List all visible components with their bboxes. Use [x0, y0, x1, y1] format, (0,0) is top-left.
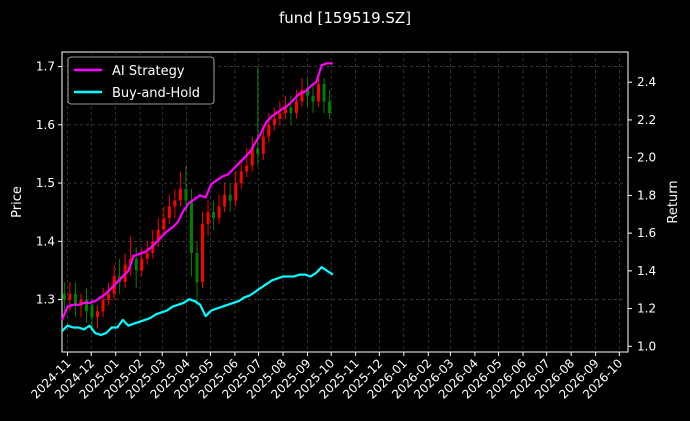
- candle-body: [289, 107, 293, 114]
- candle-body: [283, 107, 287, 114]
- y2-tick-label: 2.4: [637, 75, 656, 89]
- candle-body: [228, 194, 232, 201]
- candle-body: [206, 212, 210, 224]
- series-line-buy-and-hold: [61, 266, 334, 337]
- y-tick-label: 1.6: [36, 118, 55, 132]
- candle-body: [107, 293, 111, 300]
- candle-body: [178, 188, 182, 201]
- y-axis-title: Price: [10, 186, 25, 218]
- candle-body: [101, 299, 105, 312]
- y2-tick-label: 1.2: [637, 302, 656, 316]
- candle-body: [134, 258, 138, 271]
- series-lines: [60, 62, 334, 337]
- candle-body: [189, 200, 193, 253]
- y2-tick-label: 1.4: [637, 264, 656, 278]
- y2-tick-label: 2.0: [637, 151, 656, 165]
- candle-body: [223, 194, 227, 207]
- candle-body: [250, 148, 254, 166]
- candle-body: [306, 89, 310, 96]
- candle-body: [90, 305, 94, 318]
- y-tick-label: 1.7: [36, 60, 55, 74]
- y-tick-label: 1.3: [36, 293, 55, 307]
- candle-body: [256, 148, 260, 154]
- y2-tick-label: 2.2: [637, 113, 656, 127]
- candle-body: [300, 89, 304, 102]
- legend-label-buy-and-hold: Buy-and-Hold: [112, 86, 200, 101]
- candle-body: [239, 171, 243, 184]
- candle-body: [322, 84, 326, 102]
- chart-title: fund [159519.SZ]: [279, 9, 411, 27]
- y2-tick-label: 1.0: [637, 339, 656, 353]
- series-line-ai-strategy: [60, 62, 333, 321]
- candle-body: [294, 101, 298, 114]
- candle-body: [73, 293, 77, 306]
- y-tick-label: 1.5: [36, 176, 55, 190]
- legend: AI Strategy Buy-and-Hold: [67, 56, 215, 105]
- candle-body: [84, 299, 88, 312]
- legend-label-ai-strategy: AI Strategy: [112, 64, 185, 79]
- candle-body: [234, 183, 238, 201]
- y2-tick-label: 1.6: [637, 226, 656, 240]
- candle-body: [173, 200, 177, 207]
- candle-body: [195, 252, 199, 283]
- candle-body: [328, 101, 332, 114]
- y2-tick-label: 1.8: [637, 188, 656, 202]
- candle-body: [96, 311, 100, 318]
- candle-body: [217, 206, 221, 219]
- y2-axis-title: Return: [666, 180, 681, 223]
- candle-body: [79, 299, 83, 306]
- candle-body: [140, 258, 144, 271]
- candle-body: [68, 293, 72, 300]
- candle-body: [278, 113, 282, 119]
- candle-body: [201, 223, 205, 283]
- candle-body: [261, 136, 265, 154]
- candle-body: [272, 118, 276, 125]
- candle-body: [184, 188, 188, 201]
- candle-body: [267, 124, 271, 137]
- candle-body: [317, 84, 321, 102]
- candle-body: [162, 218, 166, 230]
- candle-body: [167, 206, 171, 219]
- legend-box: [67, 56, 215, 105]
- candle-body: [156, 229, 160, 242]
- candle-body: [311, 95, 315, 102]
- candle-body: [62, 293, 66, 300]
- candle-body: [245, 165, 249, 172]
- y-tick-label: 1.4: [36, 234, 55, 248]
- candle-body: [145, 252, 149, 259]
- candle-body: [212, 212, 216, 219]
